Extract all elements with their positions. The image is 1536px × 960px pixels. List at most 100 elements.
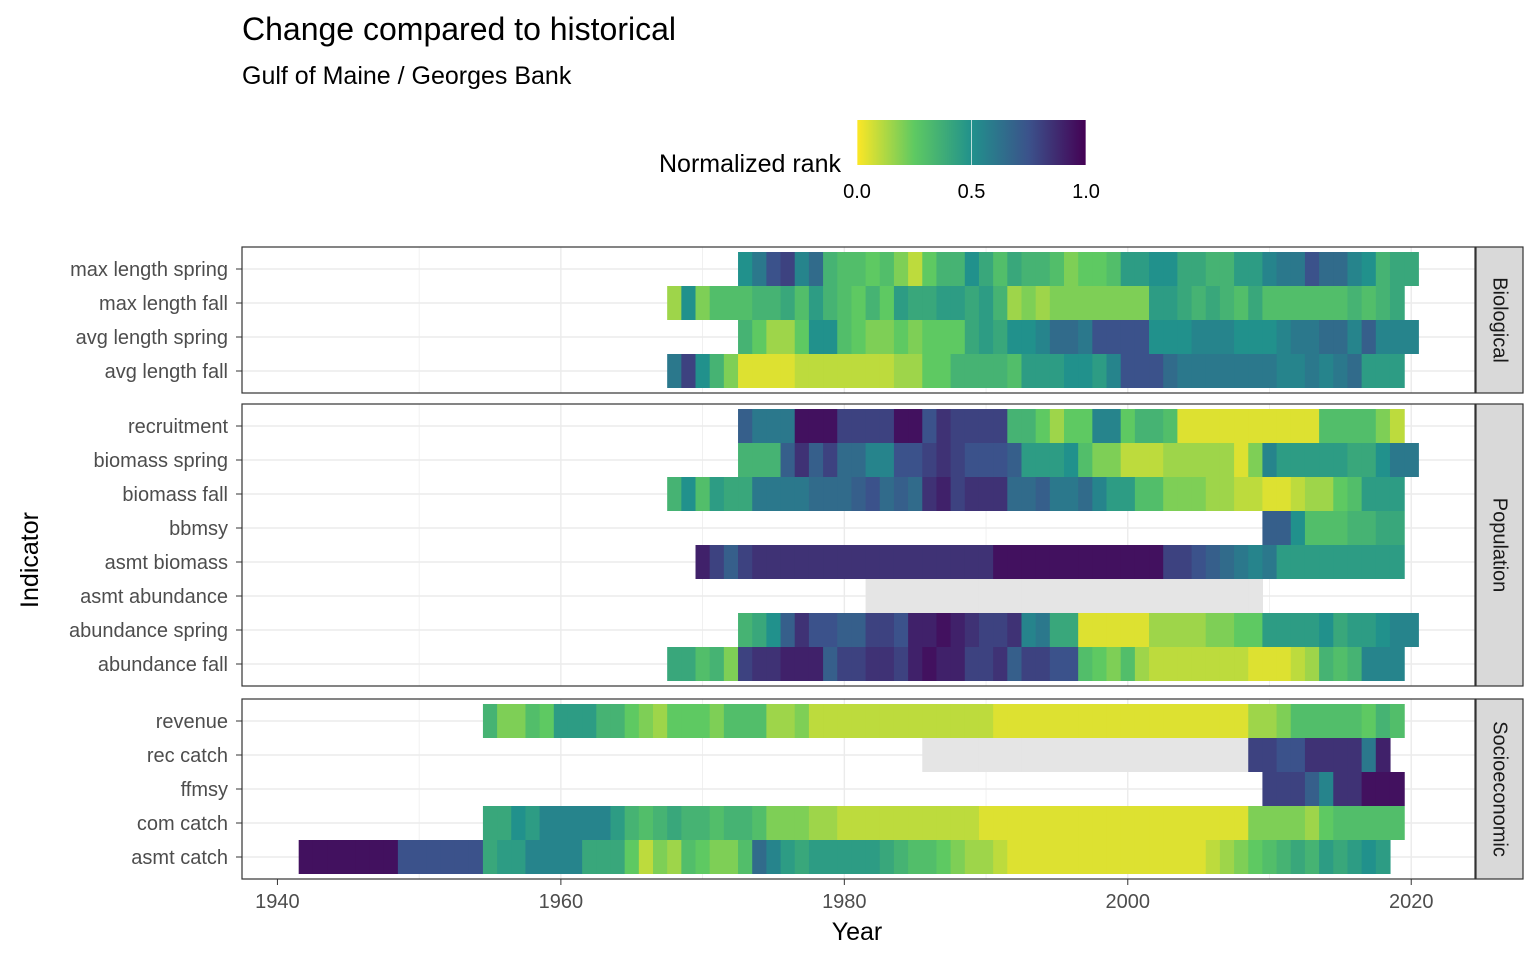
- heatmap-cell: [1092, 443, 1108, 477]
- heatmap-cell: [1389, 354, 1405, 388]
- heatmap-cell: [1262, 511, 1278, 545]
- heatmap-cell: [950, 704, 966, 738]
- heatmap-cell: [922, 806, 938, 840]
- heatmap-cell: [780, 286, 796, 320]
- heatmap-cell: [908, 806, 923, 840]
- y-tick-label: biomass fall: [122, 484, 228, 506]
- heatmap-cell: [1276, 443, 1292, 477]
- heatmap-row: [738, 252, 1419, 286]
- legend-tick-1: 0.5: [958, 181, 986, 203]
- heatmap-cell: [823, 320, 838, 354]
- heatmap-cell: [653, 704, 668, 738]
- heatmap-cell: [1219, 613, 1235, 647]
- heatmap-cell: [1319, 545, 1334, 579]
- heatmap-cell: [1007, 320, 1023, 354]
- heatmap-cell: [1064, 252, 1079, 286]
- heatmap-cell: [950, 545, 966, 579]
- heatmap-cell: [738, 409, 753, 443]
- heatmap-cell: [908, 613, 923, 647]
- heatmap-cell: [879, 320, 895, 354]
- x-axis-title: Year: [832, 918, 883, 946]
- heatmap-cell: [653, 806, 668, 840]
- heatmap-cell: [837, 286, 853, 320]
- heatmap-cell: [1149, 252, 1164, 286]
- x-tick-label: 2020: [1389, 891, 1434, 913]
- heatmap-cell: [1177, 252, 1193, 286]
- heatmap-cell: [993, 806, 1008, 840]
- heatmap-cell: [539, 806, 555, 840]
- heatmap-cell: [681, 354, 697, 388]
- heatmap-row: [482, 806, 1405, 840]
- heatmap-cell: [1191, 806, 1207, 840]
- heatmap-cell: [922, 252, 938, 286]
- y-tick-label: abundance fall: [98, 654, 228, 676]
- heatmap-cell: [709, 545, 725, 579]
- heatmap-cell: [1262, 252, 1278, 286]
- heatmap-cell: [1219, 354, 1235, 388]
- heatmap-cell: [766, 477, 782, 511]
- y-tick-label: rec catch: [147, 745, 228, 767]
- heatmap-cell: [1163, 704, 1178, 738]
- heatmap-cell: [1375, 252, 1391, 286]
- heatmap-cell: [1219, 840, 1235, 874]
- heatmap-cell: [922, 579, 938, 613]
- heatmap-cell: [1319, 511, 1334, 545]
- heatmap-cell: [922, 704, 938, 738]
- heatmap-cell: [936, 647, 952, 681]
- heatmap-cell: [766, 320, 782, 354]
- heatmap-cell: [908, 354, 923, 388]
- heatmap-cell: [950, 738, 966, 772]
- heatmap-cell: [1092, 252, 1108, 286]
- heatmap-cell: [993, 354, 1008, 388]
- heatmap-cell: [808, 443, 824, 477]
- heatmap-cell: [936, 443, 952, 477]
- heatmap-cell: [893, 286, 909, 320]
- heatmap-cell: [624, 840, 640, 874]
- heatmap-cell: [1078, 738, 1093, 772]
- heatmap-cell: [695, 545, 711, 579]
- heatmap-cell: [1375, 443, 1391, 477]
- heatmap-cell: [1149, 806, 1164, 840]
- heatmap-cell: [1078, 806, 1093, 840]
- heatmap-cell: [1205, 443, 1221, 477]
- heatmap-cell: [950, 252, 966, 286]
- heatmap-cell: [1007, 806, 1023, 840]
- heatmap-cell: [1319, 443, 1334, 477]
- heatmap-cell: [681, 477, 697, 511]
- heatmap-cell: [1347, 613, 1363, 647]
- heatmap-cell: [1007, 477, 1023, 511]
- heatmap-cell: [1290, 320, 1306, 354]
- heatmap-cell: [1106, 840, 1122, 874]
- heatmap-cell: [1290, 477, 1306, 511]
- heatmap-cell: [1064, 443, 1079, 477]
- heatmap-cell: [1205, 286, 1221, 320]
- heatmap-cell: [1177, 545, 1193, 579]
- heatmap-cell: [1120, 738, 1136, 772]
- heatmap-cell: [1049, 354, 1065, 388]
- heatmap-cell: [1234, 286, 1249, 320]
- heatmap-cell: [1191, 409, 1207, 443]
- heatmap-cell: [667, 840, 682, 874]
- heatmap-cell: [1106, 613, 1122, 647]
- heatmap-row: [738, 409, 1405, 443]
- heatmap-cell: [978, 477, 994, 511]
- heatmap-cell: [1304, 545, 1320, 579]
- heatmap-cell: [1262, 477, 1278, 511]
- heatmap-cell: [582, 704, 597, 738]
- heatmap-cell: [1177, 579, 1193, 613]
- heatmap-cell: [1064, 840, 1079, 874]
- heatmap-cell: [1347, 477, 1363, 511]
- heatmap-cell: [993, 286, 1008, 320]
- heatmap-cell: [908, 704, 923, 738]
- heatmap-cell: [865, 840, 881, 874]
- heatmap-cell: [1375, 738, 1391, 772]
- heatmap-cell: [879, 477, 895, 511]
- heatmap-cell: [964, 704, 980, 738]
- heatmap-cell: [752, 252, 767, 286]
- heatmap-cell: [1163, 840, 1178, 874]
- y-axis-title: Indicator: [16, 512, 44, 608]
- heatmap-cell: [1319, 477, 1334, 511]
- legend-title: Normalized rank: [659, 150, 842, 178]
- heatmap-cell: [1234, 320, 1249, 354]
- heatmap-cell: [1319, 354, 1334, 388]
